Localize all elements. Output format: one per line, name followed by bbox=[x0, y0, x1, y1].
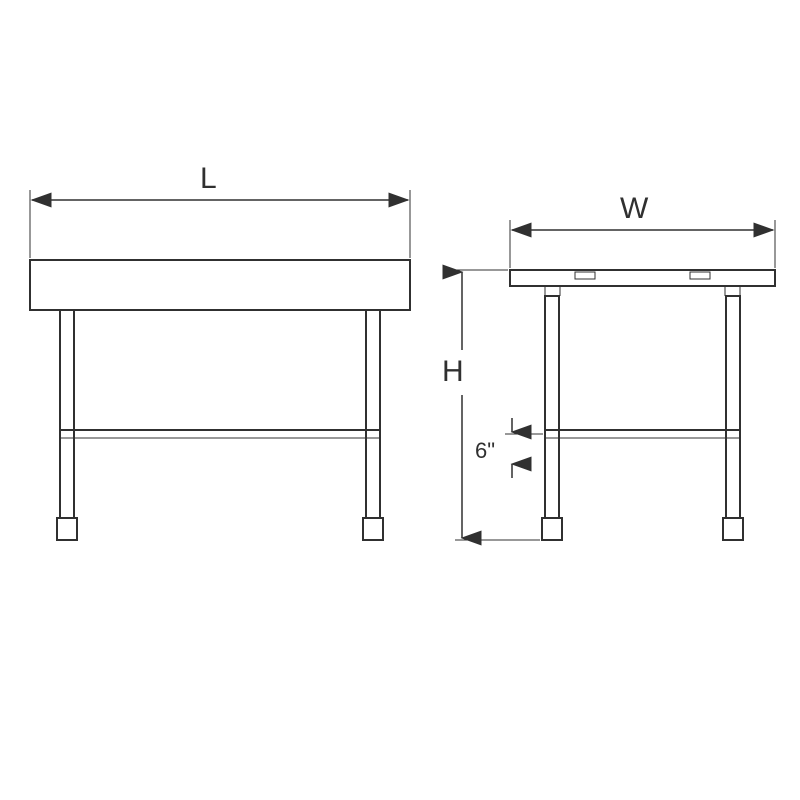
side-view bbox=[510, 270, 775, 540]
dimension-W bbox=[510, 220, 775, 268]
dimension-H bbox=[455, 270, 540, 540]
drawing-svg bbox=[0, 0, 800, 800]
dimension-L bbox=[30, 190, 410, 258]
front-view bbox=[30, 260, 410, 540]
label-H: H bbox=[442, 355, 464, 389]
label-W: W bbox=[620, 192, 648, 226]
dimension-shelf-height bbox=[505, 418, 543, 478]
label-L: L bbox=[200, 162, 217, 196]
label-shelf-height: 6" bbox=[475, 438, 495, 464]
technical-drawing: L W H 6" bbox=[0, 0, 800, 800]
